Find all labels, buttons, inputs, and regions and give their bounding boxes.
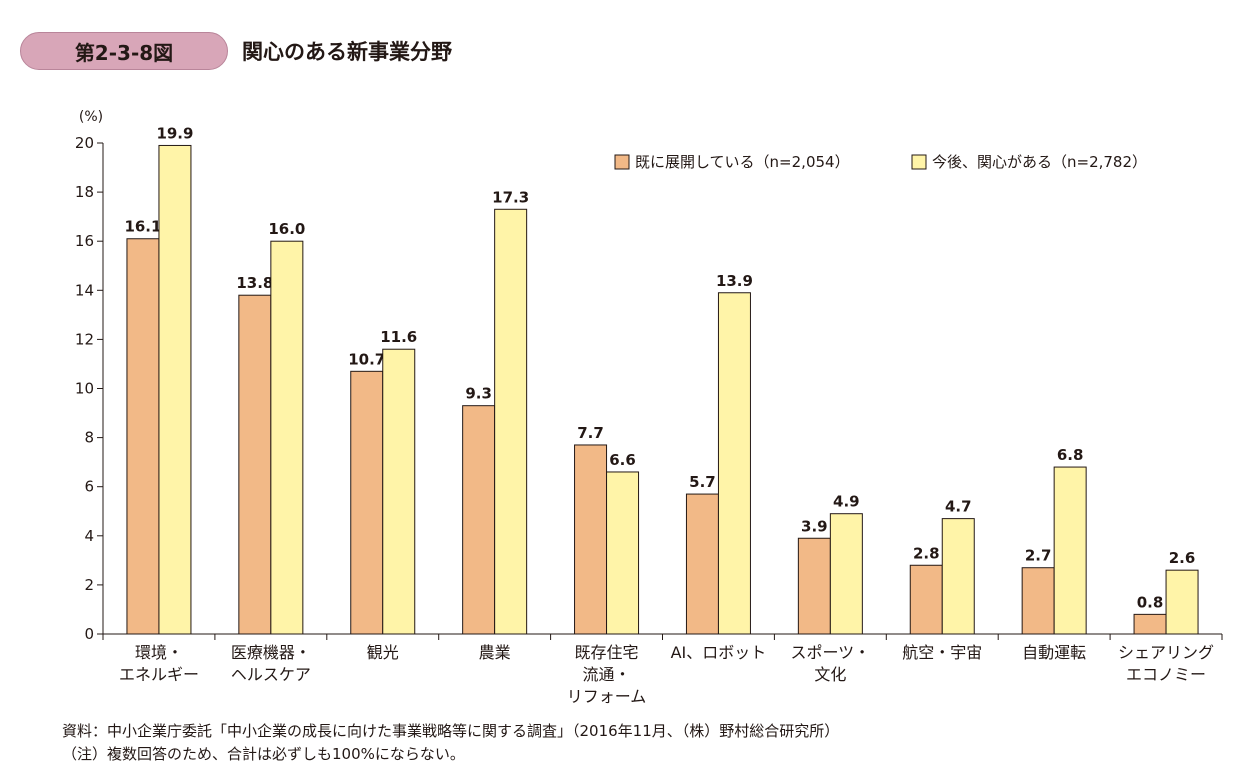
- legend-swatch-interest: [911, 154, 927, 170]
- data-label: 10.7: [348, 350, 385, 368]
- bar-chart: (%) 0 2 4 6 8 10 12 14 16 18 20 16.1 19.9 環境・エネルギー 13.8…: [75, 109, 1223, 706]
- y-tick-label: 10: [75, 380, 94, 398]
- x-tick-label: 観光: [367, 643, 399, 662]
- legend-label-interest: 今後、関心がある（n=2,782）: [932, 153, 1147, 171]
- y-tick-label: 18: [75, 183, 94, 201]
- data-label: 16.0: [268, 220, 305, 238]
- y-tick-label: 2: [84, 576, 94, 594]
- data-label: 2.7: [1025, 547, 1052, 565]
- bar-interest: [158, 144, 192, 635]
- data-label: 17.3: [492, 188, 529, 206]
- bar-existing: [238, 294, 272, 635]
- x-tick-label: ヘルスケア: [231, 665, 311, 684]
- bar-interest: [829, 513, 863, 635]
- x-tick-label: AI、ロボット: [671, 643, 767, 662]
- bar-interest: [606, 471, 640, 635]
- bar-interest: [270, 240, 304, 635]
- data-label: 7.7: [577, 424, 604, 442]
- bar-existing: [1021, 567, 1055, 635]
- x-tick-label: リフォーム: [567, 687, 647, 706]
- data-label: 3.9: [801, 517, 828, 535]
- x-tick-label: シェアリング: [1118, 643, 1214, 662]
- x-tick-label: 農業: [479, 643, 511, 662]
- y-tick-label: 12: [75, 330, 94, 348]
- bar-existing: [574, 444, 608, 635]
- data-label: 6.8: [1057, 446, 1084, 464]
- data-label: 19.9: [156, 124, 193, 142]
- data-label: 5.7: [689, 473, 716, 491]
- data-label: 2.6: [1169, 549, 1196, 567]
- x-tick-label: 文化: [814, 665, 846, 684]
- legend-swatch-existing: [614, 154, 630, 170]
- x-tick-label: エネルギー: [119, 665, 199, 684]
- data-label: 16.1: [124, 218, 161, 236]
- data-label: 0.8: [1137, 593, 1164, 611]
- data-label: 4.7: [945, 498, 972, 516]
- source-note: 資料：中小企業庁委託「中小企業の成長に向けた事業戦略等に関する調査」（2016年…: [62, 722, 840, 740]
- bar-existing: [462, 405, 496, 635]
- bar-existing: [909, 564, 943, 635]
- x-tick-label: スポーツ・: [791, 643, 871, 662]
- x-tick-label: 環境・: [135, 643, 183, 662]
- y-axis-unit-label: (%): [79, 109, 103, 125]
- bar-existing: [797, 537, 831, 635]
- y-tick-label: 6: [84, 478, 94, 496]
- data-label: 9.3: [465, 385, 492, 403]
- legend-label-existing: 既に展開している（n=2,054）: [635, 153, 850, 171]
- x-tick-label: 航空・宇宙: [902, 643, 982, 662]
- bar-existing: [685, 493, 719, 635]
- bar-interest: [382, 348, 416, 635]
- x-tick-label: 自動運転: [1022, 643, 1086, 662]
- y-tick-label: 4: [84, 527, 94, 545]
- y-tick-label: 16: [75, 232, 94, 250]
- bar-interest: [941, 518, 975, 635]
- data-label: 11.6: [380, 328, 417, 346]
- x-tick-label: 既存住宅: [575, 643, 639, 662]
- x-tick-label: 流通・: [583, 665, 631, 684]
- bar-existing: [1133, 613, 1167, 635]
- figure-number: 第2-3-8図: [74, 40, 174, 65]
- bar-interest: [494, 208, 528, 635]
- data-label: 13.9: [716, 272, 753, 290]
- bar-interest: [717, 292, 751, 635]
- bar-interest: [1053, 466, 1087, 635]
- bar-existing: [126, 238, 160, 635]
- data-label: 2.8: [913, 544, 940, 562]
- y-tick-label: 0: [84, 625, 94, 643]
- x-tick-label: エコノミー: [1126, 665, 1206, 684]
- data-label: 4.9: [833, 493, 860, 511]
- data-label: 13.8: [236, 274, 273, 292]
- x-tick-label: 医療機器・: [231, 643, 311, 662]
- figure-title: 関心のある新事業分野: [242, 40, 452, 64]
- data-label: 6.6: [609, 451, 636, 469]
- bar-existing: [350, 370, 384, 635]
- y-tick-label: 14: [75, 281, 94, 299]
- y-tick-label: 8: [84, 429, 94, 447]
- figure-number-badge: 第2-3-8図: [20, 32, 228, 70]
- footnote: （注）複数回答のため、合計は必ずしも100%にならない。: [62, 745, 465, 763]
- y-tick-label: 20: [75, 134, 94, 152]
- bar-interest: [1165, 569, 1199, 635]
